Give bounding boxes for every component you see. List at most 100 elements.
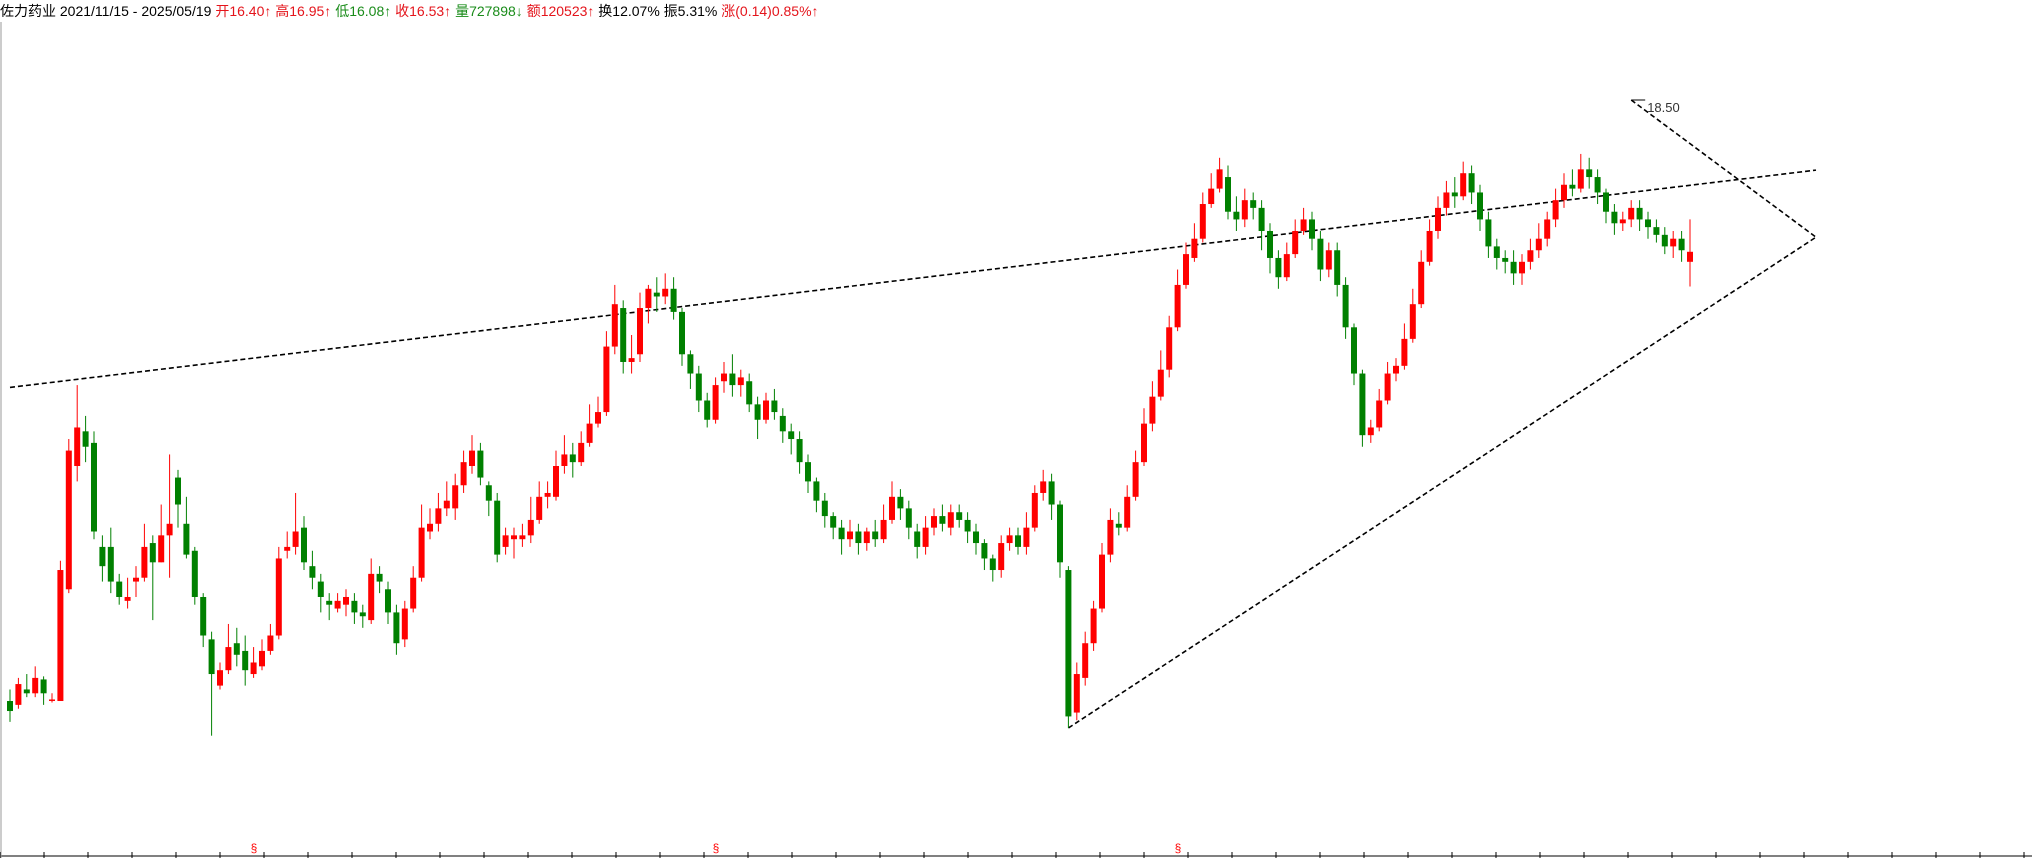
candle-body-166 xyxy=(1401,338,1408,366)
date-range: 2021/11/15 - 2025/05/19 xyxy=(59,3,212,19)
candle-body-170 xyxy=(1435,207,1441,231)
candle-body-163 xyxy=(1376,400,1383,428)
candle-body-89 xyxy=(754,404,761,420)
candle-body-18 xyxy=(158,535,165,563)
candle-body-176 xyxy=(1485,219,1492,247)
candle-body-37 xyxy=(317,581,324,597)
candle-body-29 xyxy=(250,662,257,675)
candle-body-104 xyxy=(880,519,887,540)
candle-body-66 xyxy=(561,454,568,466)
candle-body-160 xyxy=(1351,327,1357,374)
candle-body-91 xyxy=(771,400,778,413)
candle-body-119 xyxy=(1006,535,1013,544)
candle-body-70 xyxy=(595,412,601,424)
candle-body-195 xyxy=(1645,219,1651,228)
candle-body-175 xyxy=(1477,192,1483,220)
amount-value: 120523↑ xyxy=(540,3,595,19)
candle-body-60 xyxy=(511,535,517,540)
candle-body-158 xyxy=(1334,250,1341,285)
candle-body-58 xyxy=(494,500,501,555)
candles-group xyxy=(7,153,1693,736)
candle-body-133 xyxy=(1124,496,1131,528)
candle-body-42 xyxy=(359,612,366,617)
candle-body-81 xyxy=(687,354,694,374)
candle-body-65 xyxy=(553,466,559,497)
candle-body-56 xyxy=(477,450,484,478)
candle-body-121 xyxy=(1023,527,1030,547)
candle-body-154 xyxy=(1300,219,1307,231)
candle-body-97 xyxy=(821,500,828,517)
volume-label: 量 xyxy=(455,3,470,19)
candle-body-23 xyxy=(200,596,207,636)
candle-body-93 xyxy=(788,431,795,440)
candle-body-21 xyxy=(183,523,190,555)
candle-body-157 xyxy=(1325,250,1332,270)
candle-body-194 xyxy=(1636,207,1643,220)
candle-body-36 xyxy=(309,566,316,578)
candle-body-188 xyxy=(1586,169,1593,178)
open-value: 16.40↑ xyxy=(229,3,272,19)
low-label: 低 xyxy=(335,3,350,19)
candle-body-46 xyxy=(393,612,400,644)
candle-body-14 xyxy=(124,596,131,601)
high-value: 16.95↑ xyxy=(289,3,332,19)
candle-body-13 xyxy=(116,581,123,597)
candle-body-101 xyxy=(855,531,862,544)
candle-body-113 xyxy=(956,512,963,520)
low-value: 16.08↑ xyxy=(349,3,392,19)
amplitude-value: 5.31% xyxy=(677,3,718,19)
axis-group xyxy=(0,22,2032,858)
candle-body-192 xyxy=(1619,219,1626,224)
candle-body-156 xyxy=(1317,238,1324,270)
candle-body-2 xyxy=(23,689,30,694)
candle-body-173 xyxy=(1460,173,1467,197)
candle-body-148 xyxy=(1250,200,1257,208)
candle-body-117 xyxy=(989,558,996,571)
candle-body-31 xyxy=(267,635,274,651)
open-label: 开 xyxy=(215,3,230,19)
high-label: 高 xyxy=(275,3,290,19)
close-label: 收 xyxy=(395,3,410,19)
candle-body-16 xyxy=(141,546,148,578)
candle-body-128 xyxy=(1082,643,1089,678)
candle-body-136 xyxy=(1149,396,1156,424)
candle-body-85 xyxy=(721,373,727,382)
candle-body-152 xyxy=(1283,254,1290,278)
change-label: 涨 xyxy=(721,3,736,19)
marker-2: § xyxy=(1175,841,1182,855)
candle-body-82 xyxy=(695,373,702,401)
candle-body-57 xyxy=(485,485,492,501)
candle-body-142 xyxy=(1199,204,1206,239)
candle-body-90 xyxy=(763,400,769,420)
candle-body-43 xyxy=(368,573,375,621)
candle-body-11 xyxy=(99,546,106,567)
candle-body-180 xyxy=(1519,261,1525,274)
candle-body-45 xyxy=(385,589,391,613)
markers-group: 18.50 § § § xyxy=(251,99,1680,855)
candle-body-145 xyxy=(1225,177,1231,212)
candle-body-197 xyxy=(1661,234,1668,247)
candle-body-47 xyxy=(401,608,408,640)
candle-body-177 xyxy=(1493,246,1500,258)
candle-body-59 xyxy=(502,535,509,547)
candle-body-63 xyxy=(536,496,543,520)
candle-body-79 xyxy=(670,288,677,312)
quote-info-bar: 佐力药业 2021/11/15 - 2025/05/19 开16.40↑ 高16… xyxy=(0,0,2032,22)
candle-body-190 xyxy=(1603,192,1609,212)
candle-body-100 xyxy=(847,531,853,540)
candle-body-141 xyxy=(1191,238,1198,258)
candle-body-32 xyxy=(275,558,282,636)
candle-body-171 xyxy=(1443,192,1450,208)
candle-body-132 xyxy=(1115,523,1122,528)
candle-body-126 xyxy=(1065,570,1072,717)
candle-body-159 xyxy=(1342,284,1349,328)
candle-body-129 xyxy=(1090,608,1097,644)
candle-body-143 xyxy=(1208,188,1215,205)
candle-body-134 xyxy=(1132,462,1139,497)
candle-body-102 xyxy=(863,531,870,544)
candle-body-109 xyxy=(922,527,929,547)
candle-body-76 xyxy=(645,288,652,309)
candle-body-67 xyxy=(569,454,576,463)
candle-body-3 xyxy=(32,677,39,694)
